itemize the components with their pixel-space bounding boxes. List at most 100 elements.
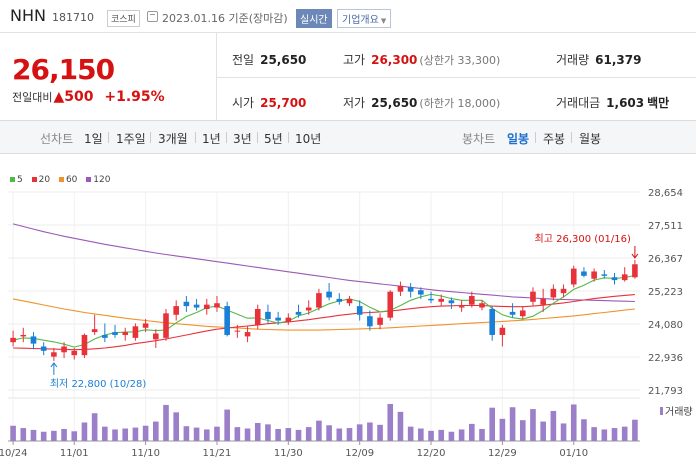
volume-label: 거래량 [665, 406, 693, 418]
change-label: 전일대비 [12, 91, 53, 104]
volume-bar [581, 419, 587, 441]
candle-body [224, 306, 230, 335]
candle-body [438, 298, 445, 302]
volume-bar [458, 429, 465, 441]
candle-body [601, 274, 608, 276]
period-3m[interactable]: 3개월 [158, 132, 188, 146]
candle-body [581, 271, 587, 276]
period-10y[interactable]: 10년 [295, 132, 322, 146]
y-tick-label: 26,367 [648, 254, 683, 265]
period-3y[interactable]: 3년 [233, 132, 252, 146]
toolbar-divider [571, 132, 572, 143]
volume-bar [183, 426, 190, 441]
x-tick-label: 01/10 [559, 448, 588, 459]
candle-body [550, 288, 557, 298]
legend-item-ma5: 5 [10, 175, 23, 185]
volume-bar [601, 429, 608, 441]
volume-bar [367, 422, 373, 441]
volume-bar [71, 431, 78, 441]
candle-body [40, 346, 47, 351]
change-percent: +1.95% [104, 89, 165, 105]
volume-bar [377, 424, 383, 441]
period-1y[interactable]: 1년 [202, 132, 221, 146]
candle-body [632, 264, 638, 278]
volume-bar [132, 427, 139, 441]
candle-body [377, 317, 383, 325]
candle-weekly[interactable]: 주봉 [543, 132, 566, 146]
candle-body [428, 298, 434, 301]
period-1w[interactable]: 1주일 [116, 132, 146, 146]
candle-body [418, 290, 424, 295]
volume-bar [570, 404, 577, 441]
volume-bar [20, 428, 27, 441]
volume-bar [254, 422, 261, 441]
summary-divider-h [216, 77, 696, 78]
open-label: 시가 [232, 96, 255, 110]
candle-body [214, 303, 220, 308]
candle-body [560, 288, 567, 294]
volume-bar [142, 425, 149, 441]
candle-body [499, 327, 506, 335]
volume-bar [91, 413, 98, 441]
candle-body [234, 330, 241, 332]
high-annotation: 최고 26,300 (01/16) [535, 233, 631, 245]
volume-bar [326, 425, 332, 441]
legend-item-ma60: 60 [58, 175, 77, 185]
volume-bar [265, 424, 271, 441]
candle-body [570, 268, 577, 285]
candle-chart-label: 봉차트 [462, 132, 496, 146]
high-price: 고가 26,300 (상한가 33,300) [343, 51, 500, 68]
volume-bar [193, 427, 200, 441]
company-info-button[interactable]: 기업개요 ▼ [337, 9, 392, 28]
volume-bar [214, 426, 220, 441]
x-tick-label: 12/09 [345, 448, 374, 459]
candle-body [153, 333, 159, 340]
change-value: 500 [64, 89, 94, 105]
candle-daily[interactable]: 일봉 [507, 132, 530, 146]
candle-body [397, 285, 404, 292]
volume-bar [81, 422, 88, 441]
current-price: 26,150 [12, 53, 115, 86]
volume-value: 61,379 [595, 53, 642, 67]
line-chart-label: 선차트 [40, 132, 74, 146]
y-tick-label: 24,080 [648, 320, 683, 331]
volume-bar [387, 404, 394, 441]
candle-body [591, 271, 597, 279]
volume-bar [611, 428, 618, 441]
candle-monthly[interactable]: 월봉 [579, 132, 602, 146]
moving-average-ma20 [13, 294, 635, 351]
volume-bar [407, 426, 414, 441]
realtime-button[interactable]: 실시간 [296, 9, 332, 28]
candle-body [122, 332, 129, 335]
x-tick-label: 11/21 [203, 448, 232, 459]
candle-body [102, 334, 108, 338]
candle-body [254, 308, 261, 325]
period-1d[interactable]: 1일 [84, 132, 103, 146]
candle-body [244, 332, 251, 337]
volume-bar [509, 407, 516, 441]
candle-body [356, 306, 363, 315]
volume-bar [489, 407, 495, 441]
volume-label: 거래량 [556, 53, 590, 67]
lower-limit: (하한가 18,000) [419, 97, 501, 110]
price-change: 전일대비▲500 +1.95% [12, 89, 165, 105]
period-5y[interactable]: 5년 [264, 132, 283, 146]
volume-bar [316, 420, 322, 441]
low-price: 저가 25,650 (하한가 18,000) [343, 94, 500, 111]
volume-bar [112, 429, 118, 441]
volume-bar [336, 428, 343, 441]
volume-bar [51, 430, 57, 441]
trade-amount: 거래대금 1,603 백만 [556, 94, 669, 111]
candle-body [530, 291, 536, 302]
chevron-down-icon: ▼ [380, 17, 387, 25]
candle-body [285, 317, 292, 322]
candle-body [621, 274, 628, 281]
candle-body [71, 350, 78, 356]
volume-bar [469, 423, 475, 441]
candle-body [163, 313, 169, 338]
toolbar-divider [257, 132, 258, 143]
candle-body [611, 277, 618, 281]
low-value: 25,650 [371, 96, 418, 110]
volume-bar [438, 429, 445, 441]
candle-body [509, 311, 516, 315]
